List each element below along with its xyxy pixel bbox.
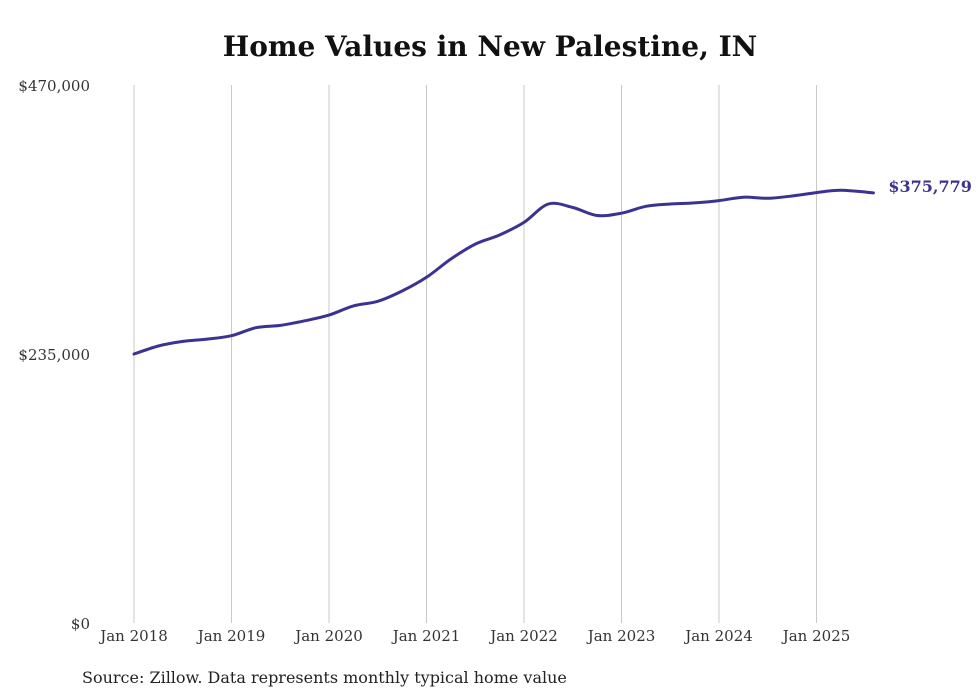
y-tick-label: $470,000 [18,77,90,95]
series-line [132,188,875,356]
source-note: Source: Zillow. Data represents monthly … [82,668,567,687]
x-tick-label: Jan 2023 [586,627,656,645]
x-tick-label: Jan 2018 [98,627,168,645]
x-tick-label: Jan 2021 [391,627,461,645]
x-tick-label: Jan 2020 [293,627,363,645]
x-tick-label: Jan 2022 [488,627,558,645]
x-tick-label: Jan 2025 [781,627,851,645]
end-value-label: $375,779 [888,177,972,196]
x-tick-label: Jan 2024 [683,627,753,645]
x-tick-label: Jan 2019 [196,627,266,645]
y-tick-label: $235,000 [18,346,90,364]
chart-title: Home Values in New Palestine, IN [222,30,758,63]
y-tick-label: $0 [71,615,90,633]
